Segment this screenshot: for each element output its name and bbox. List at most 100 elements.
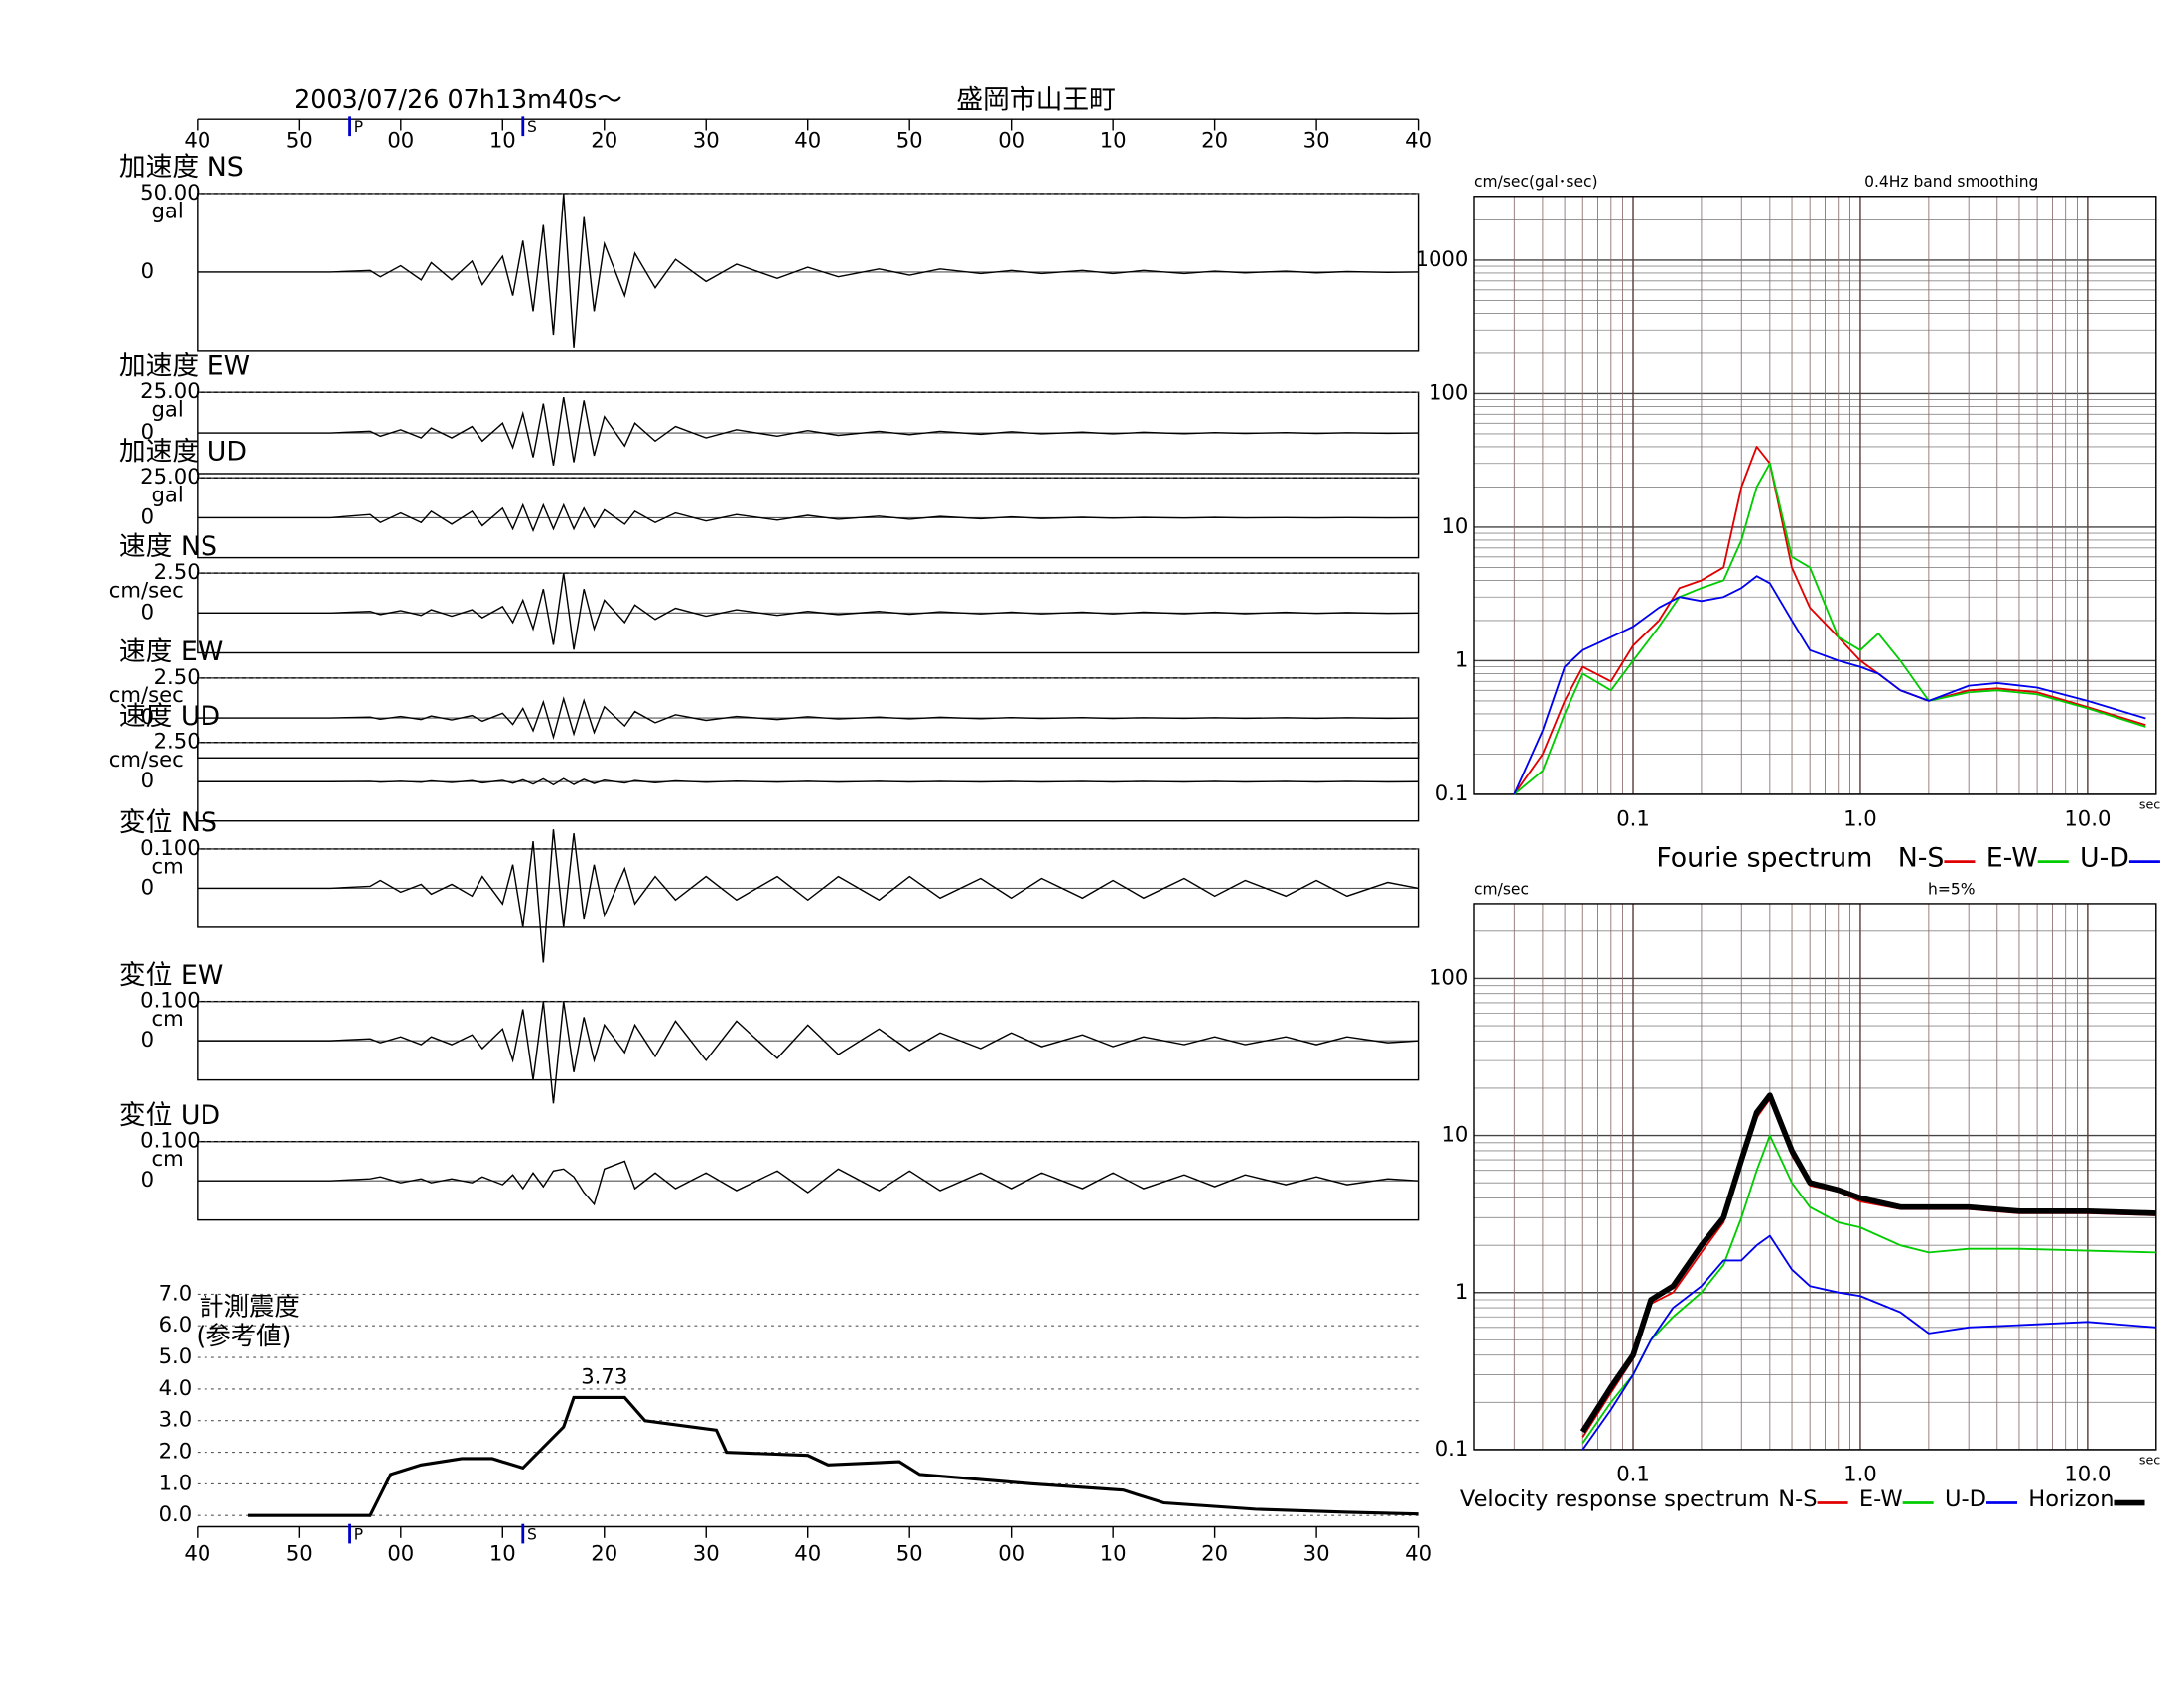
y-tick-label: 1000 (1416, 246, 1469, 271)
y-axis-unit: cm/sec(gal･sec) (1474, 173, 1598, 191)
trace-name: 加速度 UD (119, 436, 247, 467)
trace-scale-label: 0.100 (140, 1128, 201, 1153)
record-time: 2003/07/26 07h13m40s〜 (294, 84, 622, 114)
top-time-axis-tick-label: 40 (1405, 128, 1432, 153)
trace-scale-label: 25.00 (140, 464, 201, 489)
intensity-tick-label: 3.0 (159, 1407, 193, 1432)
waveform (197, 696, 1419, 741)
intensity-tick-label: 5.0 (159, 1343, 193, 1368)
bottom-time-axis-tick-label: 10 (1100, 1541, 1127, 1566)
top-time-axis-tick-label: 20 (1201, 128, 1228, 153)
top-time-axis-tick-label: 30 (693, 128, 720, 153)
legend-title: Velocity response spectrum (1460, 1486, 1770, 1512)
trace-unit: cm (152, 1006, 184, 1031)
waveform (197, 1160, 1419, 1206)
trace-scale-label: 0 (141, 503, 154, 528)
trace-scale-label: 0 (141, 768, 154, 792)
waveform (197, 397, 1419, 466)
y-tick-label: 1 (1455, 646, 1468, 671)
trace-scale-label: 0.100 (140, 835, 201, 860)
plot-frame (1473, 903, 2157, 1451)
peak-annotation: 3.73 (581, 1364, 627, 1389)
x-tick-label: 0.1 (1616, 1461, 1650, 1485)
station-name: 盛岡市山王町 (956, 84, 1116, 115)
trace-name: 加速度 EW (119, 351, 250, 381)
trace-scale-label: 0 (141, 1167, 154, 1192)
y-tick-label: 0.1 (1435, 1436, 1469, 1461)
trace-scale-label: 25.00 (140, 378, 201, 403)
spectrum-line (1513, 462, 2146, 795)
trace-scale-label: 0 (141, 1027, 154, 1052)
top-time-axis-tick-label: 50 (286, 128, 313, 153)
top-time-axis-tick-label: 40 (794, 128, 821, 153)
spectrum-line (1513, 575, 2146, 795)
intensity-title: 計測震度 (199, 1292, 300, 1322)
bottom-time-axis-tick-label: 30 (1303, 1541, 1330, 1566)
intensity-tick-label: 1.0 (159, 1470, 193, 1494)
y-axis-unit: cm/sec (1474, 880, 1529, 898)
phase-label: P (354, 118, 363, 136)
y-tick-label: 10 (1441, 1122, 1468, 1147)
legend-label: N-S (1778, 1486, 1817, 1512)
x-tick-label: 0.1 (1616, 805, 1650, 830)
y-tick-label: 0.1 (1435, 780, 1469, 805)
phase-label: S (527, 118, 537, 136)
spectrum-line (1581, 1098, 2156, 1438)
trace-unit: cm/sec (109, 747, 184, 772)
trace-name: 変位 NS (119, 807, 217, 838)
x-tick-label: 10.0 (2064, 805, 2111, 830)
bottom-time-axis-tick-label: 20 (591, 1541, 617, 1566)
bottom-time-axis-tick-label: 00 (387, 1541, 414, 1566)
y-tick-label: 100 (1429, 964, 1468, 989)
trace-scale-label: 2.50 (154, 729, 201, 754)
top-time-axis-tick-label: 50 (896, 128, 923, 153)
intensity-tick-label: 4.0 (159, 1375, 193, 1400)
chart-note: h=5% (1928, 880, 1975, 898)
y-tick-label: 100 (1429, 379, 1468, 404)
x-axis-unit: sec (2139, 797, 2160, 812)
chart-note: 0.4Hz band smoothing (1864, 173, 2038, 191)
intensity-subtitle: (参考値) (196, 1321, 291, 1350)
bottom-time-axis-tick-label: 20 (1201, 1541, 1228, 1566)
trace-name: 速度 UD (119, 701, 220, 732)
trace-scale-label: 50.00 (140, 180, 201, 205)
trace-scale-label: 0 (141, 419, 154, 444)
intensity-line (248, 1395, 1419, 1517)
trace-unit: cm (152, 853, 184, 878)
trace-scale-label: 2.50 (154, 664, 201, 689)
legend-label: Horizon (2028, 1486, 2114, 1512)
phase-label: S (527, 1525, 537, 1543)
intensity-tick-label: 7.0 (159, 1280, 193, 1305)
legend-title: Fourie spectrum (1656, 842, 1872, 873)
legend-label: E-W (1986, 842, 2038, 873)
top-time-axis-tick-label: 30 (1303, 128, 1330, 153)
top-time-axis-tick-label: 00 (998, 128, 1024, 153)
waveform (197, 193, 1419, 348)
spectrum-line (1581, 1234, 2156, 1451)
legend-label: U-D (1945, 1486, 1986, 1512)
phase-label: P (354, 1525, 363, 1543)
trace-name: 速度 NS (119, 531, 217, 562)
trace-name: 変位 EW (119, 960, 223, 991)
trace-unit: gal (151, 483, 183, 507)
top-time-axis-tick-label: 10 (1100, 128, 1127, 153)
waveform (197, 502, 1419, 533)
trace-unit: gal (151, 198, 183, 222)
bottom-time-axis-tick-label: 50 (896, 1541, 923, 1566)
bottom-time-axis-tick-label: 10 (489, 1541, 516, 1566)
y-tick-label: 1 (1455, 1279, 1468, 1304)
top-time-axis-tick-label: 10 (489, 128, 516, 153)
bottom-time-axis-tick-label: 40 (794, 1541, 821, 1566)
legend-label: U-D (2080, 842, 2129, 873)
legend-label: E-W (1859, 1486, 1903, 1512)
bottom-time-axis-tick-label: 50 (286, 1541, 313, 1566)
intensity-tick-label: 6.0 (159, 1312, 193, 1336)
legend-label: N-S (1898, 842, 1945, 873)
trace-scale-label: 0 (141, 704, 154, 729)
waveform (197, 573, 1419, 650)
trace-unit: gal (151, 397, 183, 422)
plot-frame (1473, 196, 2157, 795)
trace-unit: cm (152, 1146, 184, 1171)
